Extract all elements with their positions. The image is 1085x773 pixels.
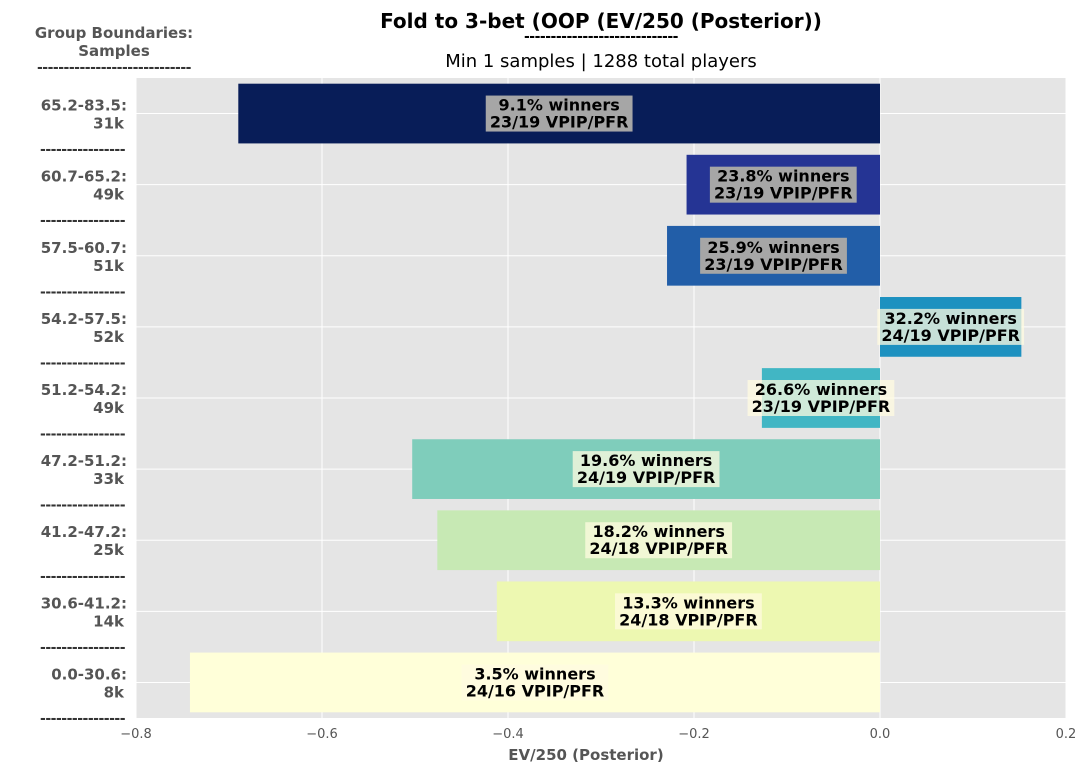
annotation-vpip-pfr: 23/19 VPIP/PFR	[714, 184, 853, 203]
annotation-box	[572, 451, 720, 488]
y-tick-samples: 49k	[93, 186, 125, 204]
annotation-box	[877, 308, 1025, 345]
annotation-box	[709, 166, 857, 203]
y-tick-samples: 25k	[93, 541, 125, 559]
row-separator: ----------------	[40, 142, 126, 158]
annotation-box	[485, 95, 633, 132]
y-tick-samples: 52k	[93, 328, 125, 346]
annotation-vpip-pfr: 24/18 VPIP/PFR	[619, 610, 758, 629]
row-separator: ----------------	[40, 640, 126, 656]
x-tick-label: −0.6	[306, 727, 338, 742]
y-tick-range: 51.2-54.2:	[41, 381, 127, 399]
y-axis-header: Group Boundaries: Samples	[10, 24, 218, 60]
annotation-winners: 19.6% winners	[580, 451, 712, 470]
y-tick-range: 60.7-65.2:	[41, 168, 127, 186]
row-separator: ----------------	[40, 284, 126, 300]
annotation-box	[615, 593, 762, 630]
annotation-vpip-pfr: 24/19 VPIP/PFR	[881, 326, 1020, 345]
y-tick-range: 0.0-30.6:	[51, 665, 127, 683]
row-separator: ----------------	[40, 213, 126, 229]
y-tick-range: 41.2-47.2:	[41, 523, 127, 541]
annotation-vpip-pfr: 24/19 VPIP/PFR	[577, 468, 716, 487]
y-tick-samples: 14k	[93, 612, 125, 630]
row-separator: ----------------	[40, 569, 126, 585]
chart-subtitle: Min 1 samples | 1288 total players	[445, 51, 757, 72]
y-axis-header-rule: -----------------------------	[36, 60, 192, 76]
y-tick-samples: 8k	[104, 683, 125, 701]
annotation-winners: 32.2% winners	[884, 309, 1016, 328]
annotation-vpip-pfr: 24/16 VPIP/PFR	[466, 681, 605, 700]
annotation-winners: 9.1% winners	[499, 96, 620, 115]
annotation-winners: 23.8% winners	[717, 167, 849, 186]
y-tick-samples: 31k	[93, 115, 125, 133]
x-tick-label: −0.4	[492, 727, 524, 742]
y-axis-header-line1: Group Boundaries:	[34, 24, 194, 42]
x-tick-label: −0.8	[120, 727, 152, 742]
y-tick-range: 47.2-51.2:	[41, 452, 127, 470]
y-tick-samples: 49k	[93, 399, 125, 417]
row-separator: ----------------	[40, 498, 126, 514]
x-axis-label: EV/250 (Posterior)	[508, 746, 663, 764]
annotation-box	[461, 664, 609, 701]
annotation-winners: 25.9% winners	[707, 238, 839, 257]
row-separator: ----------------	[40, 427, 126, 443]
annotation-winners: 18.2% winners	[592, 522, 724, 541]
y-tick-range: 65.2-83.5:	[41, 97, 127, 115]
annotation-winners: 3.5% winners	[474, 664, 595, 683]
chart-title: Fold to 3-bet (OOP (EV/250 (Posterior))	[380, 9, 822, 33]
annotation-vpip-pfr: 23/19 VPIP/PFR	[752, 397, 891, 416]
annotation-vpip-pfr: 23/19 VPIP/PFR	[490, 113, 629, 132]
x-tick-label: 0.0	[870, 727, 891, 742]
title-underline: -----------------------------	[523, 29, 679, 45]
y-tick-range: 54.2-57.5:	[41, 310, 127, 328]
annotation-box	[585, 522, 733, 559]
y-tick-range: 30.6-41.2:	[41, 594, 127, 612]
y-tick-range: 57.5-60.7:	[41, 239, 127, 257]
row-separator: ----------------	[40, 355, 126, 371]
annotation-vpip-pfr: 23/19 VPIP/PFR	[704, 255, 843, 274]
row-separator: ----------------	[40, 711, 126, 727]
y-tick-samples: 33k	[93, 470, 125, 488]
y-tick-samples: 51k	[93, 257, 125, 275]
annotation-box	[700, 237, 847, 274]
annotation-vpip-pfr: 24/18 VPIP/PFR	[589, 539, 728, 558]
x-tick-label: −0.2	[678, 727, 710, 742]
annotation-box	[747, 380, 895, 416]
annotation-winners: 26.6% winners	[755, 380, 887, 399]
x-tick-label: 0.2	[1056, 727, 1077, 742]
y-axis-header-line2: Samples	[78, 42, 150, 60]
annotation-winners: 13.3% winners	[622, 593, 754, 612]
